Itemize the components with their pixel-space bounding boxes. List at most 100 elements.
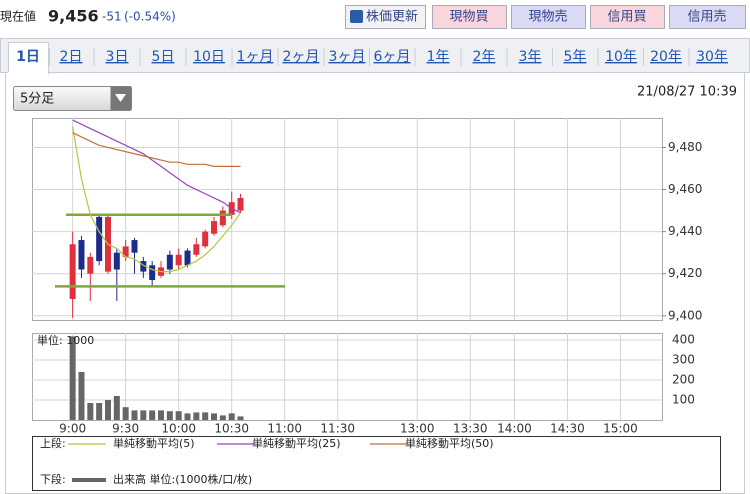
moving-average-line [72, 132, 241, 167]
tab[interactable]: 10年 [605, 49, 637, 65]
x-tick-label: 9:00 [59, 422, 86, 436]
button[interactable] [511, 5, 586, 29]
candle-body [202, 231, 209, 247]
legend-box [32, 436, 721, 491]
tab[interactable]: 10日 [193, 49, 225, 65]
price-label: 現在値 [0, 9, 36, 24]
legend-entry: 出来高 単位:(1000株/口/枚) [113, 472, 252, 486]
y-tick-label: 300 [672, 353, 695, 367]
chart-title: 単位: 1000 [37, 333, 94, 347]
button-label: 現物買 [449, 10, 488, 25]
volume-bar [158, 410, 165, 420]
tab[interactable]: 2年 [473, 49, 496, 65]
volume-bar [211, 413, 218, 420]
volume-bar [175, 411, 182, 420]
candle-body [113, 252, 120, 270]
x-tick-label: 15:00 [603, 422, 638, 436]
y-tick-label: 100 [672, 393, 695, 407]
button-label: 信用買 [607, 10, 646, 25]
button[interactable] [590, 5, 665, 29]
volume-bar [104, 400, 111, 420]
tab[interactable]: 5日 [152, 49, 175, 65]
button[interactable] [345, 5, 426, 29]
tab[interactable]: 30年 [696, 49, 728, 65]
y-tick-label: 9,460 [668, 182, 702, 196]
x-tick-label: 13:30 [453, 422, 488, 436]
candle-body [87, 256, 94, 274]
select-arrow [115, 94, 126, 102]
volume-bar [237, 416, 244, 420]
candle-body [166, 254, 173, 270]
volume-bar [69, 336, 76, 420]
y-tick-label: 200 [672, 373, 695, 387]
button-label: 株価更新 [366, 9, 418, 25]
button-label: 現物売 [528, 9, 567, 25]
candle-body [96, 216, 103, 262]
refresh-icon [350, 10, 363, 23]
volume-bar [96, 403, 103, 420]
y-tick-label: 9,400 [668, 308, 702, 322]
x-tick-label: 10:00 [161, 422, 196, 436]
tab[interactable]: 2日 [60, 49, 83, 65]
volume-bar [113, 396, 120, 420]
x-tick-label: 11:30 [320, 422, 355, 436]
candle-body [78, 240, 85, 270]
x-tick-label: 14:30 [550, 422, 585, 436]
volume-bar [166, 411, 173, 420]
volume-bar [219, 415, 226, 420]
y-tick-label: 9,480 [668, 140, 702, 154]
y-tick-label: 400 [672, 333, 695, 347]
volume-bar [131, 410, 138, 420]
volume-bar [193, 412, 200, 420]
button[interactable] [432, 5, 507, 29]
button[interactable] [669, 5, 746, 29]
candle-body [237, 197, 244, 211]
candle-body [149, 265, 156, 281]
x-tick-label: 14:00 [497, 422, 532, 436]
tab[interactable]: 3年 [519, 49, 542, 65]
x-tick-label: 10:30 [214, 422, 249, 436]
candle-body [175, 254, 182, 266]
moving-average-line [72, 119, 241, 214]
tab[interactable]: 5年 [564, 49, 587, 65]
candle-body [69, 244, 76, 299]
volume-bar [140, 410, 147, 420]
tab-bar [0, 38, 750, 73]
legend-label: 下段: [40, 472, 66, 486]
candle-body [140, 261, 147, 272]
tab[interactable]: 3日 [106, 49, 129, 65]
price-change: -51 [102, 10, 122, 24]
tab[interactable]: 3ヶ月 [329, 49, 366, 65]
active-tab-join [8, 72, 48, 74]
volume-bar [202, 412, 209, 420]
timestamp: 21/08/27 10:39 [637, 85, 737, 100]
candle-body [211, 221, 218, 234]
tab[interactable]: 20年 [650, 49, 682, 65]
legend-entry: 単純移動平均(25) [252, 436, 341, 450]
price-frame [32, 118, 663, 321]
moving-average-line [72, 126, 242, 273]
tab[interactable]: 6ヶ月 [374, 49, 411, 65]
x-tick-label: 13:00 [400, 422, 435, 436]
candle-body [219, 210, 226, 226]
button-label: 信用売 [687, 9, 726, 25]
price-change-pct: (-0.54%) [124, 10, 176, 24]
candle-body [193, 244, 200, 255]
volume-bar [149, 410, 156, 420]
candle-body [184, 250, 191, 266]
interval-select-label: 5分足 [20, 92, 54, 107]
current-price: 9,456 [48, 7, 99, 26]
candle-body [122, 246, 129, 257]
tab[interactable]: 2ヶ月 [283, 49, 320, 65]
volume-bar [228, 413, 235, 420]
x-tick-label: 9:30 [112, 422, 139, 436]
legend-entry: 単純移動平均(5) [113, 436, 195, 450]
y-tick-label: 9,440 [668, 224, 702, 238]
tab[interactable]: 1ヶ月 [237, 49, 274, 65]
candle-body [131, 240, 138, 253]
tab[interactable]: 1年 [427, 49, 450, 65]
volume-bar [184, 413, 191, 420]
tab[interactable]: 1日 [16, 49, 40, 65]
volume-frame [32, 333, 663, 421]
